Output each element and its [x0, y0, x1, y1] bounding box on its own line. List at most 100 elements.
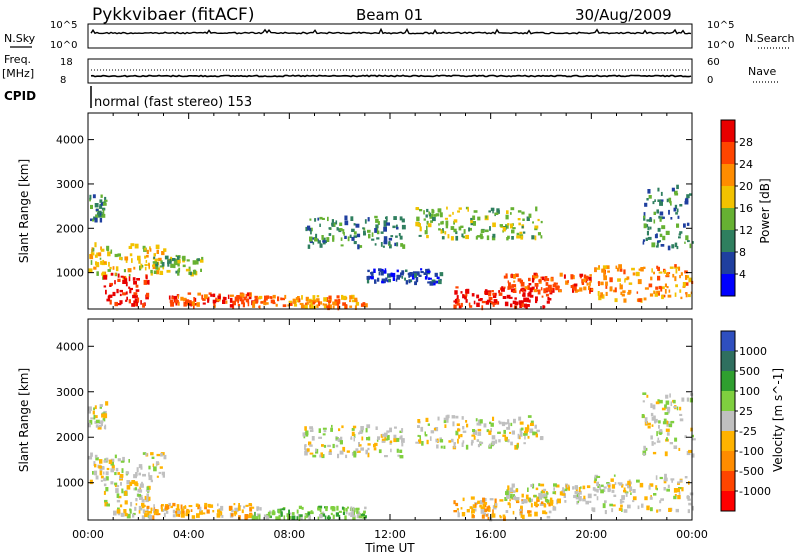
- heatmap-cell: [363, 303, 368, 308]
- heatmap-cell: [635, 271, 640, 277]
- heatmap-cell: [678, 266, 681, 271]
- heatmap-cell: [506, 494, 510, 499]
- heatmap-cell: [340, 436, 343, 441]
- heatmap-cell: [217, 503, 219, 507]
- heatmap-cell: [358, 432, 360, 435]
- heatmap-cell: [134, 487, 137, 491]
- heatmap-cell: [298, 505, 302, 509]
- heatmap-cell: [278, 514, 281, 520]
- heatmap-cell: [679, 479, 683, 483]
- heatmap-cell: [375, 218, 379, 223]
- heatmap-cell: [533, 272, 538, 276]
- heatmap-cell: [351, 431, 355, 436]
- heatmap-cell: [272, 294, 276, 299]
- heatmap-cell: [99, 467, 103, 472]
- heatmap-cell: [322, 511, 325, 514]
- heatmap-cell: [120, 482, 122, 486]
- heatmap-cell: [438, 228, 441, 231]
- heatmap-cell: [103, 477, 107, 482]
- heatmap-cell: [484, 229, 489, 233]
- heatmap-cell: [488, 291, 492, 297]
- heatmap-cell: [347, 236, 350, 242]
- heatmap-cell: [617, 278, 621, 282]
- heatmap-cell: [241, 299, 245, 305]
- heatmap-cell: [227, 294, 230, 299]
- heatmap-cell: [679, 231, 683, 234]
- heatmap-cell: [472, 504, 477, 508]
- heatmap-cell: [120, 460, 125, 463]
- heatmap-cell: [94, 405, 97, 410]
- heatmap-cell: [390, 235, 394, 238]
- heatmap-cell: [522, 231, 526, 234]
- heatmap-cell: [103, 275, 108, 280]
- heatmap-cell: [126, 513, 131, 519]
- heatmap-cell: [512, 490, 516, 493]
- heatmap-cell: [506, 489, 509, 493]
- heatmap-cell: [527, 415, 532, 418]
- velocity-ylabel: Slant Range [km]: [17, 368, 31, 472]
- heatmap-cell: [486, 429, 490, 433]
- heatmap-cell: [100, 260, 103, 265]
- heatmap-cell: [389, 244, 392, 249]
- heatmap-cell: [594, 267, 597, 272]
- heatmap-cell: [621, 500, 625, 503]
- heatmap-cell: [124, 256, 129, 261]
- heatmap-cell: [119, 257, 123, 260]
- heatmap-cell: [133, 266, 136, 270]
- heatmap-cell: [105, 476, 109, 481]
- heatmap-cell: [333, 301, 337, 304]
- heatmap-cell: [382, 270, 387, 274]
- heatmap-cell: [521, 493, 524, 498]
- heatmap-cell: [342, 512, 346, 515]
- heatmap-cell: [311, 427, 314, 431]
- heatmap-cell: [163, 512, 166, 518]
- heatmap-cell: [90, 260, 93, 265]
- heatmap-cell: [565, 280, 569, 285]
- noise-right-lo-tick: 10^0: [707, 40, 734, 51]
- heatmap-cell: [512, 284, 517, 287]
- heatmap-cell: [471, 514, 475, 518]
- heatmap-cell: [247, 292, 249, 297]
- heatmap-cell: [514, 301, 519, 306]
- heatmap-cell: [351, 299, 356, 303]
- freq-label: Freq.: [4, 53, 31, 66]
- heatmap-cell: [428, 211, 430, 215]
- heatmap-cell: [414, 281, 417, 286]
- heatmap-cell: [502, 434, 506, 437]
- heatmap-cell: [314, 218, 317, 222]
- heatmap-cell: [458, 226, 462, 231]
- heatmap-cell: [191, 515, 196, 519]
- heatmap-cell: [457, 428, 461, 432]
- heatmap-cell: [329, 449, 332, 453]
- heatmap-cell: [192, 269, 197, 275]
- heatmap-cell: [187, 292, 192, 295]
- heatmap-cell: [323, 444, 327, 448]
- colorbar-tick-label: 500: [739, 365, 760, 378]
- colorbar-swatch: [721, 411, 735, 432]
- heatmap-cell: [666, 488, 670, 492]
- heatmap-cell: [366, 437, 369, 441]
- heatmap-cell: [594, 488, 598, 492]
- heatmap-cell: [541, 295, 544, 298]
- heatmap-cell: [657, 199, 662, 202]
- heatmap-cell: [234, 296, 239, 302]
- heatmap-cell: [382, 279, 386, 282]
- heatmap-cell: [110, 249, 113, 254]
- heatmap-cell: [664, 404, 667, 409]
- heatmap-cell: [99, 470, 103, 476]
- heatmap-cell: [677, 215, 680, 219]
- heatmap-cell: [388, 278, 391, 283]
- heatmap-cell: [509, 487, 514, 493]
- heatmap-cell: [146, 255, 149, 258]
- heatmap-cell: [490, 428, 492, 432]
- heatmap-cell: [677, 482, 680, 485]
- heatmap-cell: [156, 270, 159, 275]
- heatmap-cell: [540, 483, 545, 487]
- heatmap-cell: [352, 425, 357, 429]
- heatmap-cell: [393, 216, 397, 220]
- heatmap-cell: [401, 218, 405, 223]
- heatmap-cell: [430, 430, 435, 434]
- heatmap-cell: [500, 225, 504, 228]
- heatmap-cell: [664, 451, 668, 457]
- noise-left-lo-tick: 10^0: [50, 40, 77, 51]
